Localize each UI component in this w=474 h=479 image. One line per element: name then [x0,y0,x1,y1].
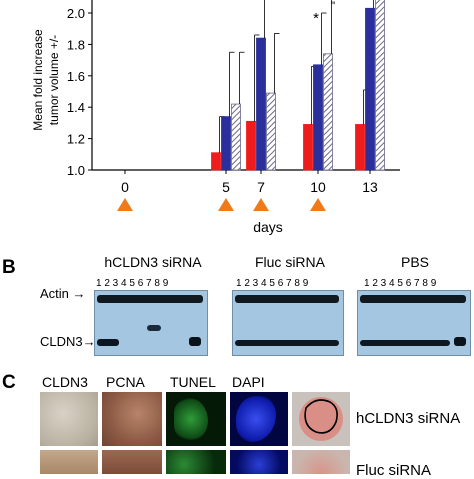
bar [266,92,276,171]
arrow-cldn3-icon: → [82,334,96,349]
y-axis-title-line-2: tumor volume +/- [47,34,61,126]
lane-numbers-hcldn3: 1 2 3 4 5 6 7 8 9 [96,278,169,289]
bar [355,124,365,171]
bar [365,7,375,171]
x-tick-label: 10 [310,179,326,195]
row-label-cldn3: CLDN3→ [40,334,96,349]
cldn3-band [454,337,466,346]
stain-label-pcna: PCNA [106,374,145,390]
bar [323,53,333,171]
significance-mark: " [331,0,335,13]
bar [231,103,241,171]
significance-asterisk: * [313,10,319,27]
actin-band-strip [97,295,203,303]
micrograph-pcna-fluc [102,450,162,474]
panel-c-letter: C [2,372,16,393]
actin-band-strip [360,295,466,303]
micrograph-cldn3-hcldn3 [40,392,98,446]
micrograph-tunel-fluc [166,450,226,474]
bar [246,120,256,171]
y-tick-label: 1.6 [67,69,85,84]
micrograph-pcna-hcldn3 [102,392,162,446]
row-label-actin: Actin → [40,286,86,301]
micrograph-dapi-hcldn3 [230,392,288,446]
cldn3-band [189,337,201,346]
x-tick-label: 7 [257,179,265,195]
western-blot-pbs [357,290,471,356]
injection-triangle-icon [310,198,326,211]
cldn3-band [235,340,339,346]
bar [375,0,385,171]
bar [256,37,266,171]
stain-label-cldn3: CLDN3 [42,374,88,390]
y-tick-label: 1.8 [67,37,85,52]
bar [303,124,313,171]
tumor-volume-bar-chart: 1.0 1.2 1.4 1.6 1.8 2.0 0 5 7 10 13 days * " [67,0,400,235]
y-tick-label: 2.0 [67,6,85,21]
row-label-cldn3-text: CLDN3 [40,334,83,349]
row-label-fluc: Fluc siRNA [356,462,432,479]
blot-title-fluc: Fluc siRNA [254,254,325,270]
bar [313,64,323,171]
tumor-photo-hcldn3 [292,392,350,446]
lane-numbers-pbs: 1 2 3 4 5 6 7 8 9 [364,278,437,289]
micrograph-cldn3-fluc [40,450,98,474]
y-tick-label: 1.2 [67,132,85,147]
injection-triangle-icon [253,198,269,211]
x-tick-label: 0 [121,179,129,195]
western-blot-fluc [232,290,344,356]
tumor-outline-graphic [299,397,343,441]
cldn3-band [147,325,161,331]
stain-label-tunel: TUNEL [170,374,216,390]
stain-label-dapi: DAPI [232,374,265,390]
panel-b-letter: B [2,257,16,278]
arrow-actin-icon: → [72,286,86,301]
bar [211,152,221,171]
cldn3-band [97,339,119,346]
blot-title-pbs: PBS [400,254,429,270]
bar [221,116,231,171]
micrograph-tunel-hcldn3 [166,392,226,446]
lane-numbers-fluc: 1 2 3 4 5 6 7 8 9 [236,278,309,289]
injection-triangle-icon [117,198,133,211]
row-label-actin-text: Actin [40,286,69,301]
x-tick-label: 5 [222,179,230,195]
actin-band-strip [235,295,339,303]
y-axis-title: Mean fold increase tumor volume +/- [30,0,70,160]
micrograph-dapi-fluc [230,450,288,474]
blot-title-hcldn3: hCLDN3 siRNA [104,254,202,270]
western-blot-hcldn3 [94,290,208,356]
y-tick-label: 1.4 [67,100,85,115]
y-tick-label: 1.0 [67,163,85,178]
y-axis-title-line-1: Mean fold increase [31,29,45,131]
cldn3-band [360,340,450,346]
injection-triangle-icon [218,198,234,211]
row-label-hcldn3: hCLDN3 siRNA [356,410,461,427]
tumor-photo-fluc [292,450,350,474]
x-tick-label: 13 [362,179,378,195]
x-axis-title: days [253,219,283,235]
